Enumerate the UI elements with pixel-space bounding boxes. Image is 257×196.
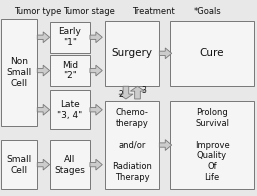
Text: Late
"3, 4": Late "3, 4" <box>57 100 83 120</box>
Polygon shape <box>90 104 102 115</box>
Polygon shape <box>131 86 144 99</box>
Text: 3: 3 <box>141 86 146 95</box>
Text: Prolong
Survival

Improve
Quality
Of
Life: Prolong Survival Improve Quality Of Life <box>195 108 230 182</box>
FancyBboxPatch shape <box>170 21 254 86</box>
Text: Treatment: Treatment <box>132 7 175 16</box>
Polygon shape <box>159 48 172 59</box>
Polygon shape <box>37 159 50 170</box>
Polygon shape <box>37 65 50 76</box>
Text: Non
Small
Cell: Non Small Cell <box>7 57 32 88</box>
Text: Mid
"2": Mid "2" <box>62 61 78 80</box>
FancyBboxPatch shape <box>105 101 159 189</box>
Text: Surgery: Surgery <box>112 48 153 58</box>
FancyBboxPatch shape <box>1 140 37 189</box>
Text: All
Stages: All Stages <box>54 155 86 174</box>
Text: Cure: Cure <box>200 48 224 58</box>
Text: Early
"1": Early "1" <box>59 27 81 47</box>
FancyBboxPatch shape <box>50 90 90 129</box>
Text: 2: 2 <box>118 90 123 99</box>
Text: Chemo-
therapy

and/or

Radiation
Therapy: Chemo- therapy and/or Radiation Therapy <box>112 108 152 182</box>
Text: Tumor stage: Tumor stage <box>63 7 115 16</box>
Polygon shape <box>159 140 172 151</box>
Polygon shape <box>90 32 102 43</box>
FancyBboxPatch shape <box>50 140 90 189</box>
FancyBboxPatch shape <box>50 55 90 86</box>
Polygon shape <box>90 159 102 170</box>
FancyBboxPatch shape <box>170 101 254 189</box>
Text: *Goals: *Goals <box>194 7 222 16</box>
FancyBboxPatch shape <box>105 21 159 86</box>
Polygon shape <box>119 86 133 99</box>
Polygon shape <box>90 65 102 76</box>
FancyBboxPatch shape <box>50 22 90 53</box>
Text: Small
Cell: Small Cell <box>7 155 32 174</box>
Text: Tumor type: Tumor type <box>14 7 61 16</box>
Polygon shape <box>37 32 50 43</box>
Polygon shape <box>37 104 50 115</box>
FancyBboxPatch shape <box>1 19 37 126</box>
